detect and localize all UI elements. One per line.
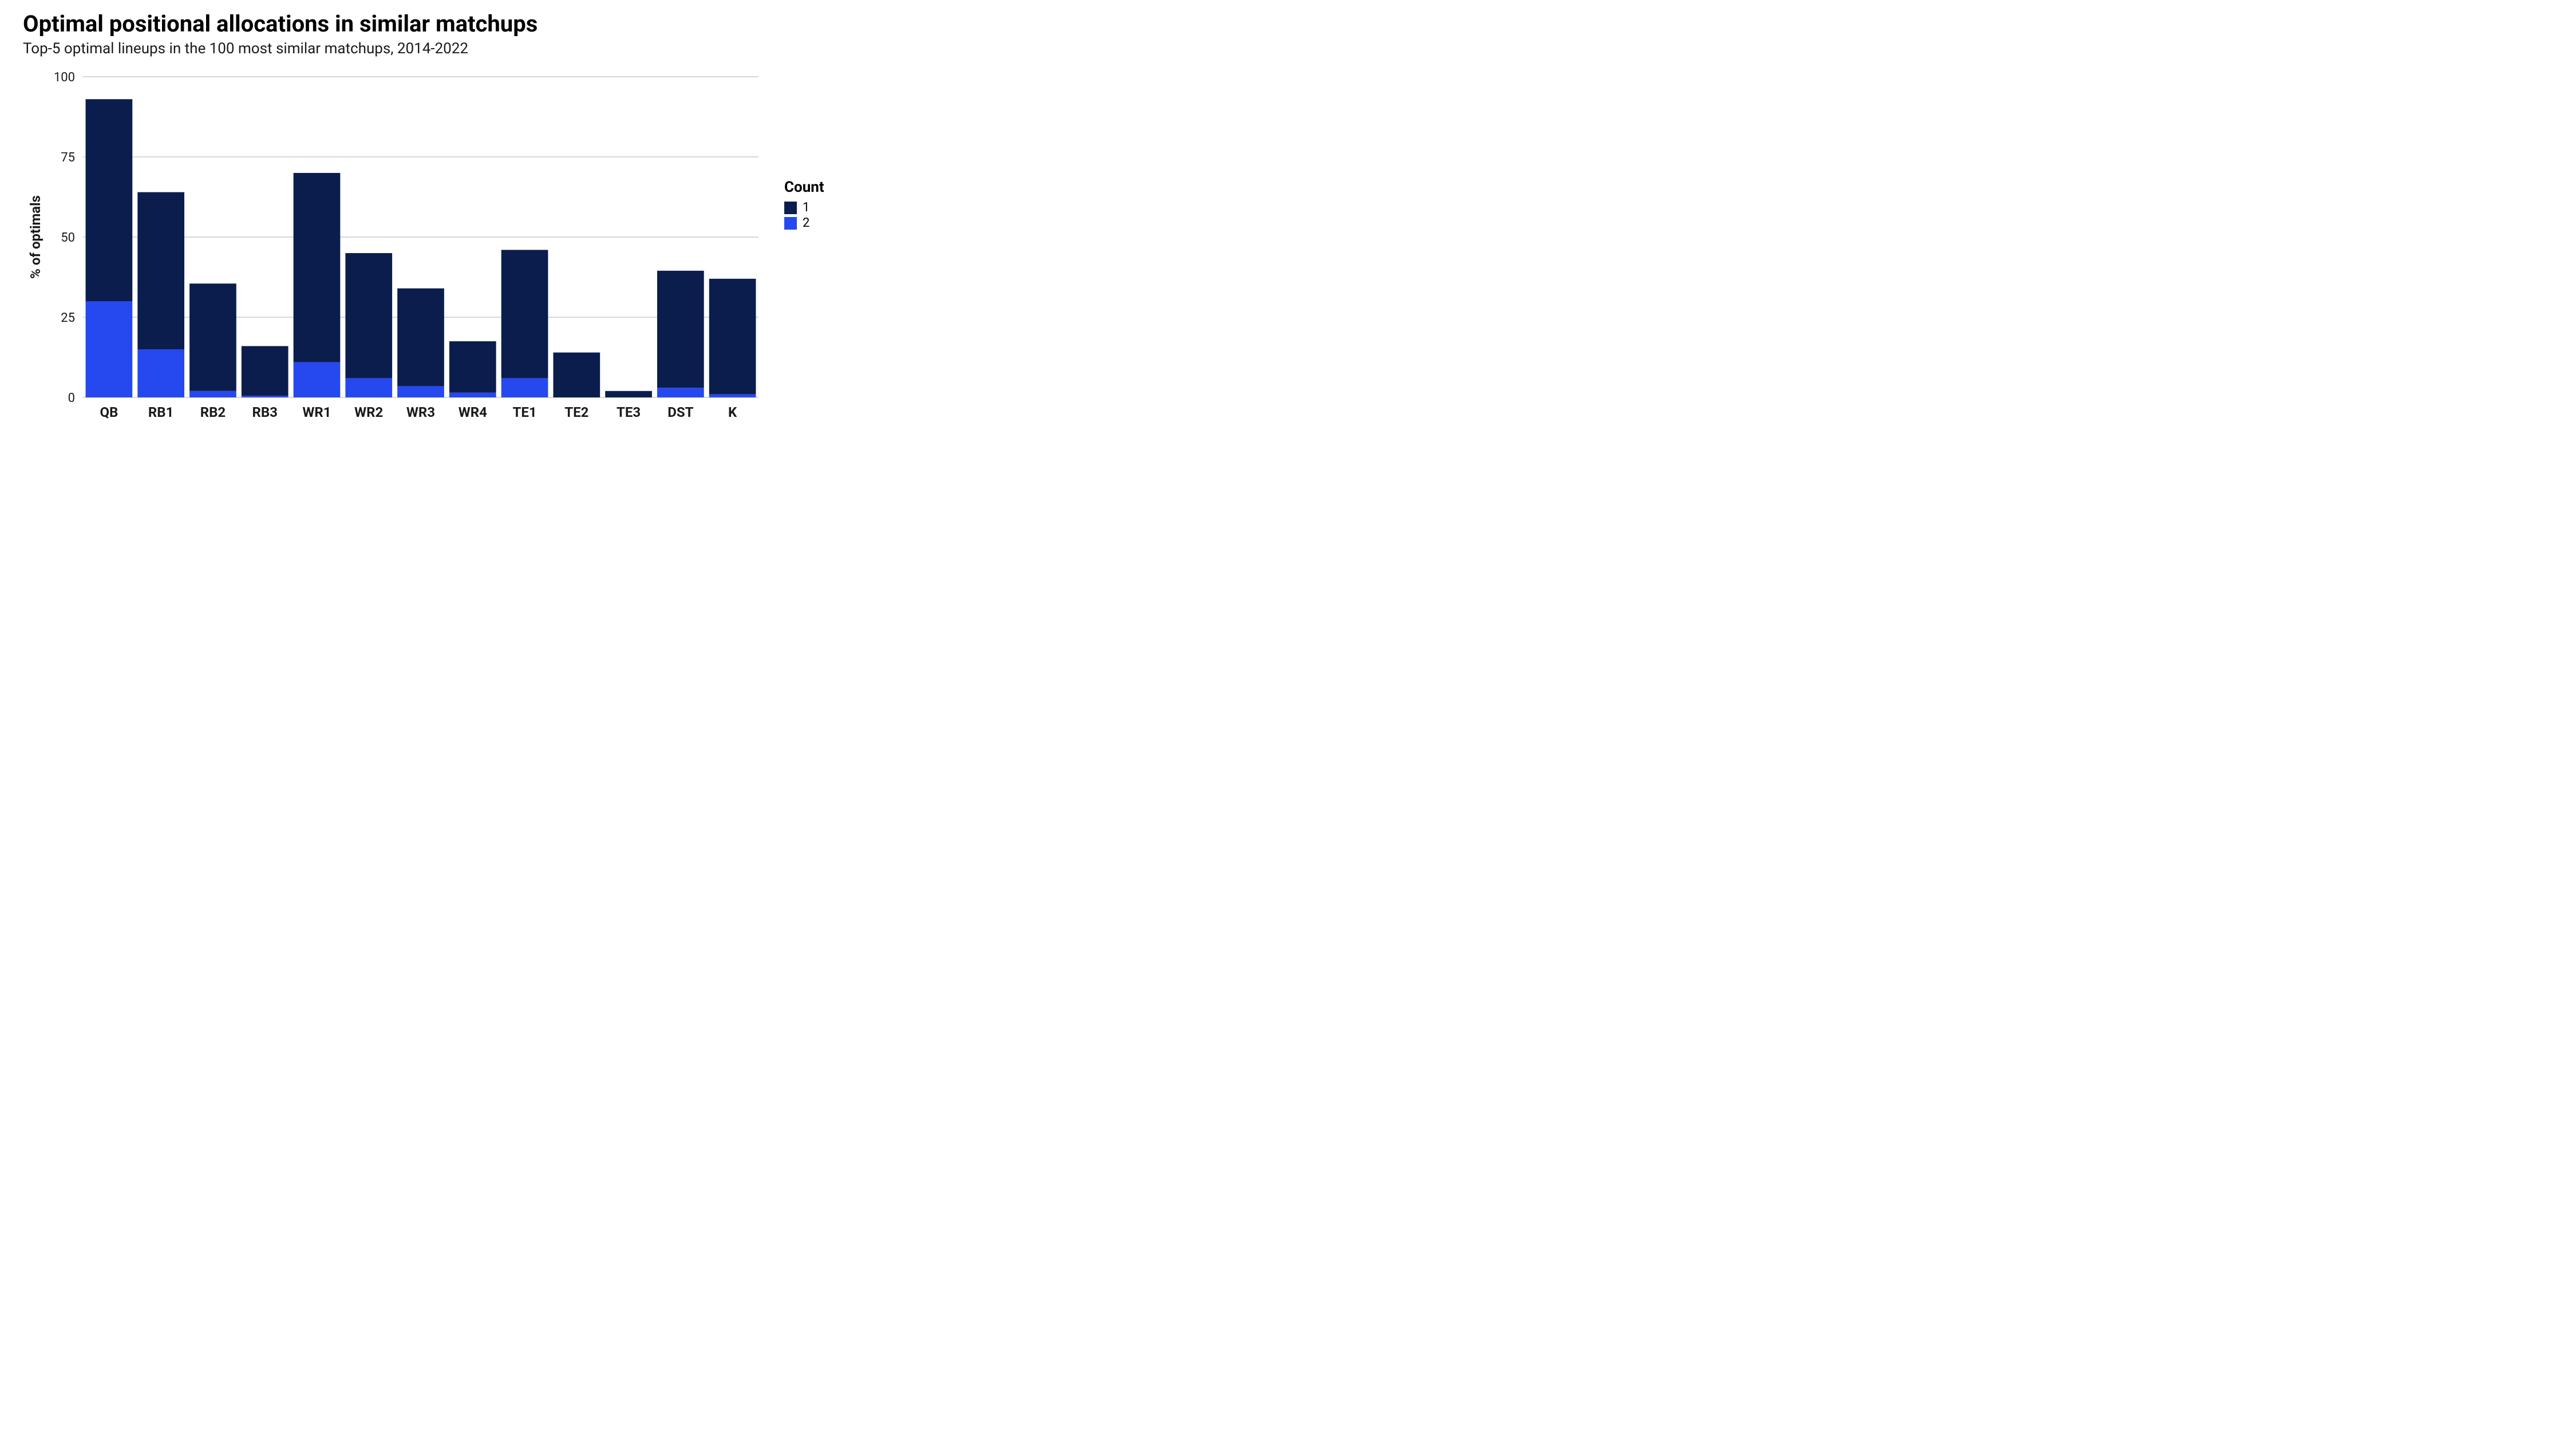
chart-area: 0 25 50 75 100 QB RB1 RB2 RB3 WR1 WR2 WR3 WR4 TE1 TE2 T…: [23, 70, 761, 431]
legend-item: 1: [784, 200, 824, 215]
bar-segment: [397, 289, 444, 387]
bar-segment: [242, 396, 289, 397]
bar-segment: [449, 341, 496, 393]
bar-segment: [605, 391, 652, 397]
legend-swatch: [784, 202, 797, 214]
bar-segment: [397, 386, 444, 397]
bar-segment: [501, 250, 548, 378]
bar-segment: [345, 378, 392, 397]
bar-segment: [294, 173, 341, 362]
bar-segment: [86, 99, 133, 301]
x-tick-label: K: [728, 404, 737, 420]
x-tick-label: TE3: [617, 404, 641, 420]
y-tick-label: 100: [54, 70, 75, 85]
bar-segment: [189, 283, 236, 391]
bar-segment: [137, 349, 184, 397]
bar-segment: [449, 393, 496, 397]
page-subtitle: Top-5 optimal lineups in the 100 most si…: [23, 40, 836, 57]
x-tick-label: TE2: [564, 404, 588, 420]
x-tick-label: RB2: [200, 404, 226, 420]
x-tick-label: WR3: [406, 404, 435, 420]
bar-segment: [553, 353, 600, 397]
y-tick-label: 75: [61, 151, 75, 165]
legend: Count 12: [784, 179, 824, 231]
bar-segment: [294, 362, 341, 397]
bar-segment: [137, 192, 184, 349]
x-tick-label: TE1: [512, 404, 536, 420]
legend-title: Count: [784, 179, 824, 196]
bar-segment: [501, 378, 548, 397]
bar-segment: [86, 301, 133, 397]
bar-segment: [709, 279, 756, 395]
page-title: Optimal positional allocations in simila…: [23, 11, 836, 37]
stacked-bar-chart: 0 25 50 75 100 QB RB1 RB2 RB3 WR1 WR2 WR3 WR4 TE1 TE2 T…: [23, 70, 761, 429]
y-tick-label: 0: [68, 391, 75, 405]
y-tick-label: 50: [61, 231, 75, 245]
x-tick-label: WR1: [302, 404, 331, 420]
bar-segment: [242, 346, 289, 396]
x-tick-label: WR4: [459, 404, 487, 420]
legend-item: 2: [784, 216, 824, 230]
x-tick-label: QB: [100, 404, 118, 420]
x-tick-label: RB1: [148, 404, 173, 420]
x-tick-label: WR2: [354, 404, 383, 420]
bar-segment: [657, 271, 704, 388]
x-tick-label: DST: [667, 404, 693, 420]
bar-segment: [657, 388, 704, 397]
x-tick-label: RB3: [252, 404, 277, 420]
legend-label: 1: [803, 200, 809, 215]
legend-label: 2: [803, 216, 809, 230]
bar-segment: [709, 394, 756, 397]
bar-segment: [189, 391, 236, 397]
y-axis-label: % of optimals: [27, 195, 44, 279]
bar-segment: [345, 253, 392, 378]
y-tick-label: 25: [61, 311, 75, 325]
legend-swatch: [784, 217, 797, 230]
